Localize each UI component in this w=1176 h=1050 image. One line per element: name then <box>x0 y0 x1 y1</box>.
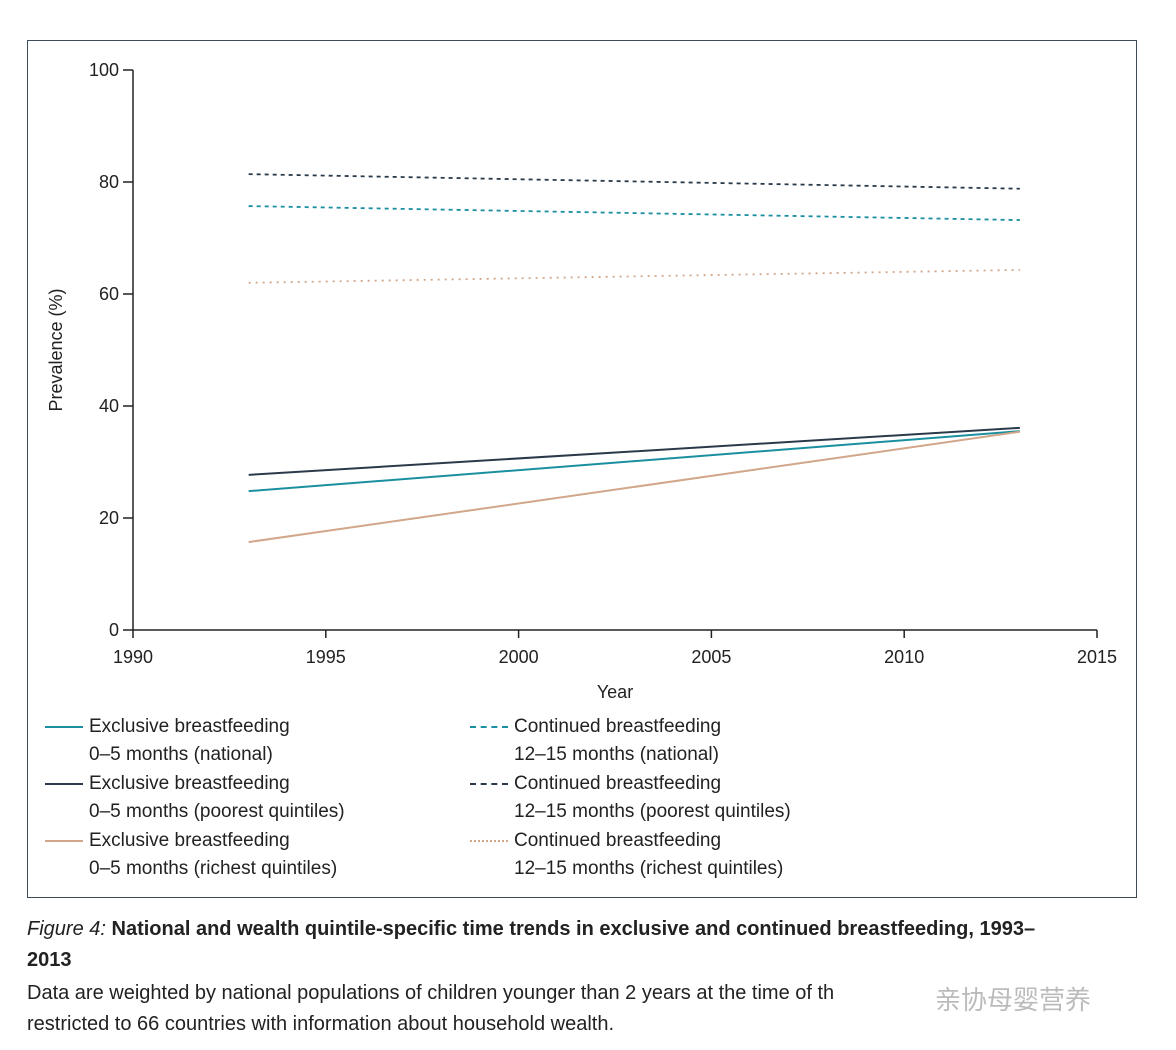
figure-note-line-2: restricted to 66 countries with informat… <box>27 1013 615 1035</box>
legend-entry: Continued breastfeeding 12–15 months (poo… <box>514 770 791 826</box>
y-tick-label: 40 <box>99 396 119 416</box>
legend-label-line1: Exclusive breastfeeding <box>89 716 290 737</box>
chart-frame <box>27 40 1137 898</box>
figure-caption-title: Figure 4: National and wealth quintile-s… <box>27 914 1067 976</box>
legend-entry: Exclusive breastfeeding 0–5 months (poore… <box>89 770 345 826</box>
x-tick-label: 2010 <box>884 647 924 667</box>
legend-label-line2: 0–5 months (richest quintiles) <box>89 858 338 879</box>
legend-label-line1: Exclusive breastfeeding <box>89 830 290 851</box>
legend-label-line1: Continued breastfeeding <box>514 773 722 794</box>
legend-swatch <box>45 726 83 728</box>
legend-swatch <box>45 840 83 842</box>
x-tick-label: 2005 <box>691 647 731 667</box>
x-tick-label: 1995 <box>306 647 346 667</box>
legend-entry: Exclusive breastfeeding 0–5 months (riche… <box>89 827 337 883</box>
y-tick-label: 80 <box>99 172 119 192</box>
legend-swatch <box>470 726 508 728</box>
y-tick-label: 0 <box>109 620 119 640</box>
legend-label-line1: Continued breastfeeding <box>514 830 722 851</box>
y-tick-label: 100 <box>89 60 119 80</box>
y-tick-label: 20 <box>99 508 119 528</box>
legend-label-line2: 12–15 months (national) <box>514 744 719 765</box>
legend-label-line2: 0–5 months (national) <box>89 744 273 765</box>
legend-label-line1: Continued breastfeeding <box>514 716 722 737</box>
y-axis-title: Prevalence (%) <box>46 288 66 411</box>
legend-entry: Continued breastfeeding 12–15 months (nat… <box>514 713 721 769</box>
x-tick-label: 2000 <box>499 647 539 667</box>
x-tick-label: 2015 <box>1077 647 1117 667</box>
legend-swatch <box>45 783 83 785</box>
series-line-4 <box>248 173 1020 190</box>
legend-entry: Exclusive breastfeeding 0–5 months (natio… <box>89 713 290 769</box>
series-line-3 <box>248 205 1020 221</box>
series-line-5 <box>248 269 1020 284</box>
x-axis-title: Year <box>597 682 633 702</box>
series-line-1 <box>248 426 1020 476</box>
legend-label-line2: 0–5 months (poorest quintiles) <box>89 801 345 822</box>
figure-label: Figure 4: <box>27 918 106 940</box>
legend-entry: Continued breastfeeding 12–15 months (ric… <box>514 827 783 883</box>
legend-swatch <box>470 783 508 785</box>
series-line-0 <box>248 430 1020 493</box>
legend-label-line2: 12–15 months (poorest quintiles) <box>514 801 791 822</box>
y-tick-label: 60 <box>99 284 119 304</box>
legend-label-line1: Exclusive breastfeeding <box>89 773 290 794</box>
series-line-2 <box>248 430 1021 544</box>
figure-title: National and wealth quintile-specific ti… <box>27 918 1036 971</box>
line-chart: 1990 1995 2000 2005 2010 2015 0 20 40 60 80 100 Year… <box>46 60 1117 702</box>
figure-note-line-1: Data are weighted by national population… <box>27 982 835 1004</box>
watermark: 亲协母婴营养 <box>935 985 1092 1015</box>
x-tick-label: 1990 <box>113 647 153 667</box>
legend-label-line2: 12–15 months (richest quintiles) <box>514 858 784 879</box>
legend-swatch <box>470 840 508 842</box>
